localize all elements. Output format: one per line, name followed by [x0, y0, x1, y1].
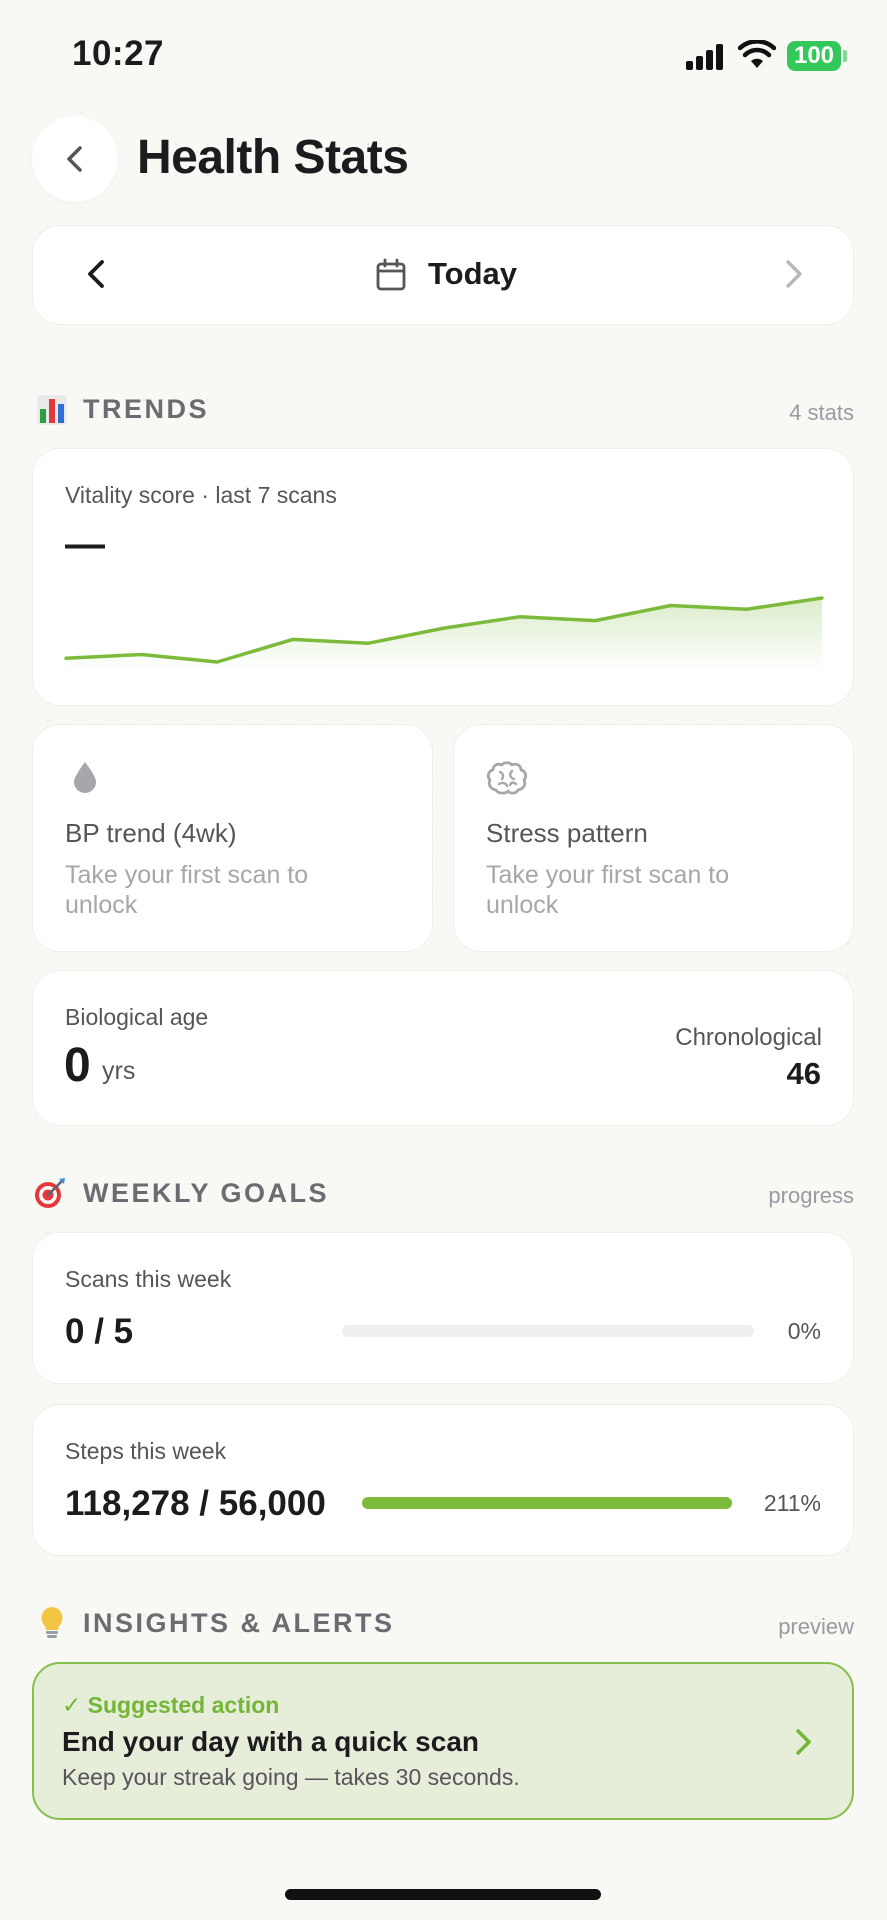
target-icon	[35, 1178, 65, 1208]
next-day-button[interactable]	[776, 257, 810, 291]
brain-icon	[486, 761, 528, 795]
bp-trend-subtitle: Take your first scan to unlock	[65, 861, 309, 919]
scans-goal-value: 0 / 5	[65, 1312, 134, 1351]
chevron-right-icon[interactable]	[790, 1725, 816, 1759]
section-title-trends: TRENDS	[83, 394, 210, 424]
steps-goal-percent: 211%	[763, 1490, 821, 1516]
vitality-sparkline	[64, 596, 824, 670]
calendar-icon	[376, 258, 406, 291]
status-time: 10:27	[72, 34, 165, 73]
steps-goal-label: Steps this week	[65, 1438, 227, 1464]
scans-goal-label: Scans this week	[65, 1266, 232, 1292]
biological-age-label: Biological age	[65, 1004, 209, 1030]
biological-age-unit: yrs	[102, 1057, 136, 1085]
vitality-label: Vitality score · last 7 scans	[65, 482, 337, 508]
back-button[interactable]	[32, 116, 118, 202]
stress-pattern-card[interactable]	[453, 724, 854, 952]
chronological-age-value: 46	[786, 1056, 821, 1091]
bp-trend-card[interactable]	[32, 724, 433, 952]
vitality-value: —	[65, 522, 105, 566]
bp-trend-title: BP trend (4wk)	[65, 818, 237, 848]
vitality-line	[64, 596, 824, 664]
suggested-action-title: End your day with a quick scan	[62, 1726, 479, 1757]
suggested-action-subtitle: Keep your streak going — takes 30 second…	[62, 1764, 520, 1790]
cellular-signal-icon	[686, 44, 726, 70]
scans-goal-percent: 0%	[787, 1318, 821, 1344]
biological-age-card[interactable]	[32, 970, 854, 1126]
steps-goal-value: 118,278 / 56,000	[65, 1484, 326, 1523]
date-label: Today	[428, 256, 517, 291]
stress-pattern-subtitle: Take your first scan to unlock	[486, 861, 730, 919]
drop-icon	[74, 762, 96, 793]
goals-meta: progress	[768, 1183, 854, 1208]
trends-count: 4 stats	[789, 400, 854, 425]
chronological-age-label: Chronological	[675, 1024, 822, 1051]
scans-goal-card[interactable]	[32, 1232, 854, 1384]
bar-chart-icon	[37, 395, 67, 425]
battery-tip	[843, 50, 847, 62]
home-indicator	[285, 1889, 601, 1900]
section-title-weekly-goals: WEEKLY GOALS	[83, 1178, 330, 1208]
steps-progress-bar	[362, 1497, 732, 1509]
steps-goal-card[interactable]	[32, 1404, 854, 1556]
stress-pattern-title: Stress pattern	[486, 818, 648, 848]
page-title: Health Stats	[137, 131, 409, 184]
date-navigator	[32, 225, 854, 325]
chevron-left-icon	[67, 146, 82, 172]
scans-progress-bar	[342, 1325, 754, 1337]
biological-age-value: 0	[64, 1039, 91, 1092]
wifi-icon	[738, 40, 776, 68]
battery-indicator: 100	[787, 41, 841, 71]
previous-day-button[interactable]	[80, 257, 114, 291]
suggested-action-card[interactable]	[32, 1662, 854, 1820]
lightbulb-icon	[41, 1607, 63, 1638]
steps-progress-fill	[362, 1497, 732, 1509]
suggested-action-tag: ✓ Suggested action	[62, 1692, 280, 1718]
insights-meta: preview	[778, 1614, 854, 1639]
section-title-insights: INSIGHTS & ALERTS	[83, 1608, 395, 1638]
